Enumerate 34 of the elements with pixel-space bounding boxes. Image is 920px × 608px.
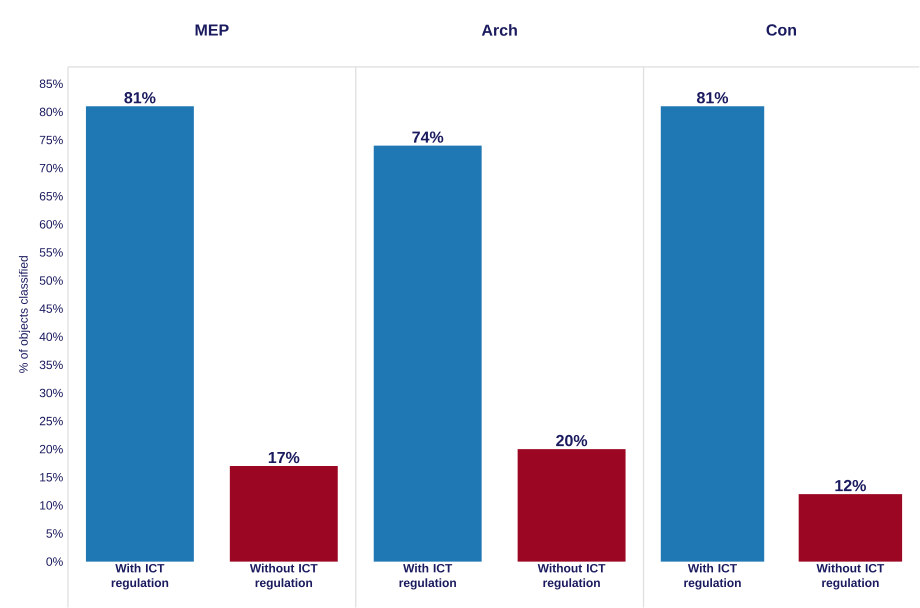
y-tick-label: 20% xyxy=(40,444,63,454)
y-tick-label: 60% xyxy=(40,220,63,228)
chart-title: Con xyxy=(766,24,796,36)
data-label: 74% xyxy=(412,131,444,143)
y-tick-label: 35% xyxy=(40,360,63,369)
y-tick-label: 85% xyxy=(40,79,63,88)
x-tick-label: Without ICT regulation xyxy=(816,564,884,590)
data-label: 17% xyxy=(268,452,300,463)
y-tick-label: 50% xyxy=(40,276,63,285)
y-tick-label: 55% xyxy=(40,248,63,257)
x-tick-label: Without ICT regulation xyxy=(250,564,318,590)
x-tick-label: With ICT regulation xyxy=(112,564,168,590)
x-tick-label: With ICT regulation xyxy=(400,564,456,590)
y-tick-label: 5% xyxy=(46,529,63,538)
y-tick-label: 25% xyxy=(40,416,63,426)
x-tick-label: With ICT regulation xyxy=(684,564,741,590)
chart-title: Arch xyxy=(482,24,517,36)
y-tick-label: 45% xyxy=(40,304,63,313)
data-label: 81% xyxy=(696,92,728,104)
y-tick-label: 40% xyxy=(40,332,63,341)
y-tick-label: 70% xyxy=(40,164,63,172)
y-tick-label: 0% xyxy=(46,557,63,566)
y-tick-label: 15% xyxy=(40,472,63,482)
data-label: 20% xyxy=(556,434,588,446)
chart-title: MEP xyxy=(196,24,229,36)
data-label: 81% xyxy=(124,92,156,104)
x-tick-label: Without ICT regulation xyxy=(538,564,606,590)
y-tick-label: 75% xyxy=(40,136,63,144)
y-tick-label: 65% xyxy=(40,192,63,200)
data-label: 12% xyxy=(835,480,866,492)
y-axis-title: % of objects classified xyxy=(18,256,30,373)
y-tick-label: 30% xyxy=(40,388,63,398)
y-tick-label: 80% xyxy=(40,108,63,116)
y-tick-label: 10% xyxy=(40,501,63,510)
